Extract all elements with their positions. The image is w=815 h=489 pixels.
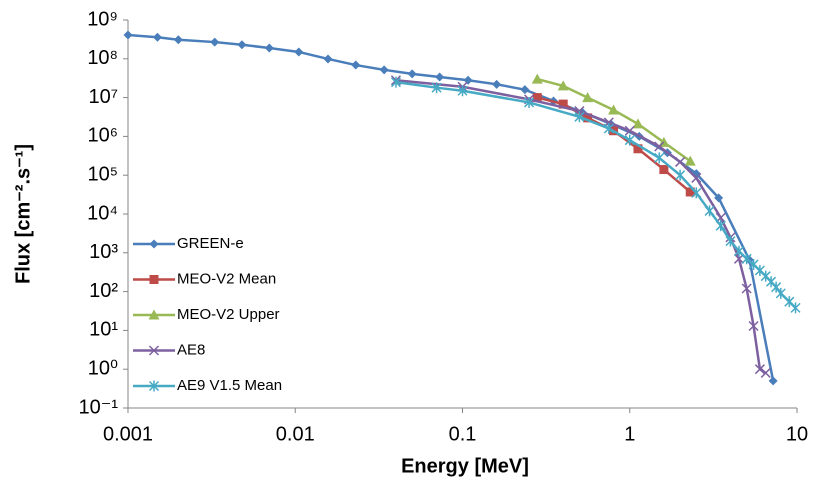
legend-label: MEO-V2 Upper	[177, 306, 280, 323]
y-tick-label: 10⁰	[88, 357, 118, 379]
y-tick-label: 10⁸	[87, 47, 118, 69]
marker	[633, 144, 643, 154]
marker	[632, 118, 644, 129]
marker	[624, 134, 635, 146]
marker	[775, 287, 786, 299]
x-tick-label: 0.1	[449, 423, 477, 445]
marker	[603, 122, 614, 134]
marker	[152, 32, 162, 42]
x-tick-label: 1	[624, 423, 635, 445]
marker	[714, 193, 724, 203]
y-tick-label: 10¹	[89, 319, 118, 341]
marker	[790, 302, 801, 314]
marker	[457, 85, 468, 97]
y-tick-label: 10⁴	[87, 202, 118, 224]
marker	[624, 125, 635, 136]
marker	[691, 172, 702, 183]
marker	[733, 245, 745, 257]
marker	[704, 205, 715, 217]
marker	[748, 320, 759, 332]
x-tick-label: 0.001	[103, 423, 153, 445]
marker	[149, 275, 159, 284]
marker	[574, 111, 585, 123]
marker	[557, 80, 569, 91]
marker	[654, 152, 665, 164]
marker	[715, 220, 726, 232]
y-tick-label: 10⁹	[87, 8, 118, 30]
marker	[691, 187, 702, 199]
marker	[323, 54, 333, 64]
marker	[583, 113, 593, 123]
marker	[582, 92, 594, 103]
marker	[608, 104, 620, 115]
marker	[390, 76, 401, 88]
marker	[659, 165, 669, 175]
marker	[210, 37, 220, 47]
marker	[294, 47, 304, 57]
marker	[148, 380, 160, 392]
y-tick-label: 10³	[89, 241, 118, 263]
marker	[532, 93, 542, 103]
series-line	[395, 79, 767, 375]
marker	[148, 309, 160, 320]
legend-label: AE9 V1.5 Mean	[177, 377, 282, 394]
marker	[123, 30, 133, 40]
marker	[675, 156, 686, 167]
marker	[351, 60, 361, 70]
marker	[558, 99, 568, 109]
marker	[675, 169, 686, 181]
marker	[173, 35, 183, 45]
marker	[379, 65, 389, 75]
x-tick-label: 0.01	[276, 423, 315, 445]
marker	[407, 69, 417, 79]
marker	[492, 79, 502, 89]
marker	[149, 239, 159, 249]
legend-label: AE8	[177, 341, 205, 358]
y-axis-title: Flux [cm⁻².s⁻¹]	[12, 144, 34, 284]
marker	[524, 96, 535, 108]
marker	[237, 40, 247, 50]
marker	[264, 43, 274, 53]
legend-label: GREEN-e	[177, 235, 244, 252]
y-tick-label: 10⁷	[89, 86, 118, 108]
series-line	[127, 33, 775, 382]
marker	[148, 345, 160, 356]
marker	[771, 281, 782, 293]
y-tick-label: 10⁶	[88, 125, 118, 147]
y-tick-label: 10²	[89, 280, 118, 302]
marker	[431, 82, 442, 94]
marker	[741, 283, 752, 294]
marker	[531, 73, 543, 84]
y-tick-label: 10⁵	[87, 163, 118, 185]
marker	[754, 364, 765, 375]
marker	[760, 367, 771, 378]
marker	[520, 85, 530, 95]
marker	[741, 253, 752, 265]
y-tick-label: 10⁻¹	[79, 396, 119, 418]
marker	[435, 72, 445, 82]
marker	[725, 235, 736, 247]
x-tick-label: 10	[786, 423, 808, 445]
marker	[768, 376, 778, 386]
marker	[684, 155, 696, 166]
marker	[654, 141, 665, 152]
x-axis-title: Energy [MeV]	[401, 455, 529, 477]
marker	[685, 187, 695, 197]
legend-label: MEO-V2 Mean	[177, 270, 276, 287]
